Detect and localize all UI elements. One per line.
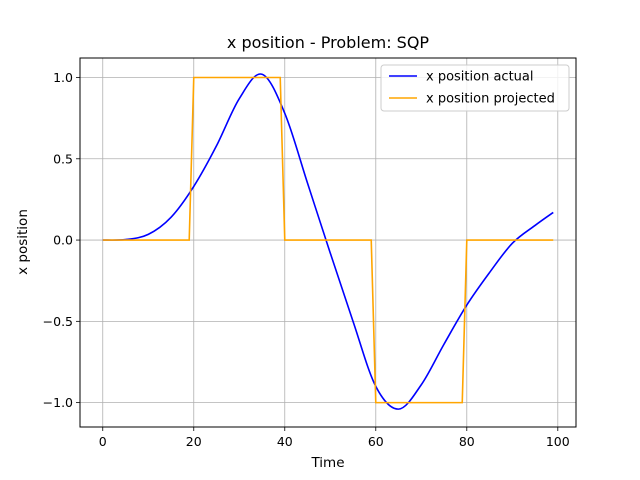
series-line-x-position-actual [102, 73, 554, 410]
legend-entry: x position actual [426, 70, 533, 85]
series-line-x-position-projected [102, 76, 554, 404]
y-tick-label: 0.5 [53, 151, 73, 166]
y-tick-label: 1.0 [53, 70, 73, 85]
y-axis-label: x position [15, 209, 31, 275]
x-tick-label: 60 [368, 434, 384, 449]
x-axis-label: Time [310, 455, 344, 471]
legend-box [380, 64, 570, 112]
x-axis: 0 20 40 60 80 100 [99, 427, 570, 449]
plot-frame [79, 57, 577, 428]
x-tick-label: 0 [99, 434, 107, 449]
chart-title: x position - Problem: SQP [227, 33, 430, 52]
y-tick-label: −0.5 [43, 314, 73, 329]
x-tick-label: 100 [546, 434, 570, 449]
legend-entry: x position projected [426, 92, 555, 107]
x-tick-label: 40 [277, 434, 293, 449]
y-tick-label: 0.0 [53, 233, 73, 248]
y-axis: 1.0 0.5 0.0 −0.5 −1.0 [43, 70, 80, 410]
x-tick-label: 20 [186, 434, 202, 449]
legend: x position actual x position projected [380, 64, 570, 112]
series-layer [102, 73, 554, 410]
y-tick-label: −1.0 [43, 395, 73, 410]
x-tick-label: 80 [459, 434, 475, 449]
